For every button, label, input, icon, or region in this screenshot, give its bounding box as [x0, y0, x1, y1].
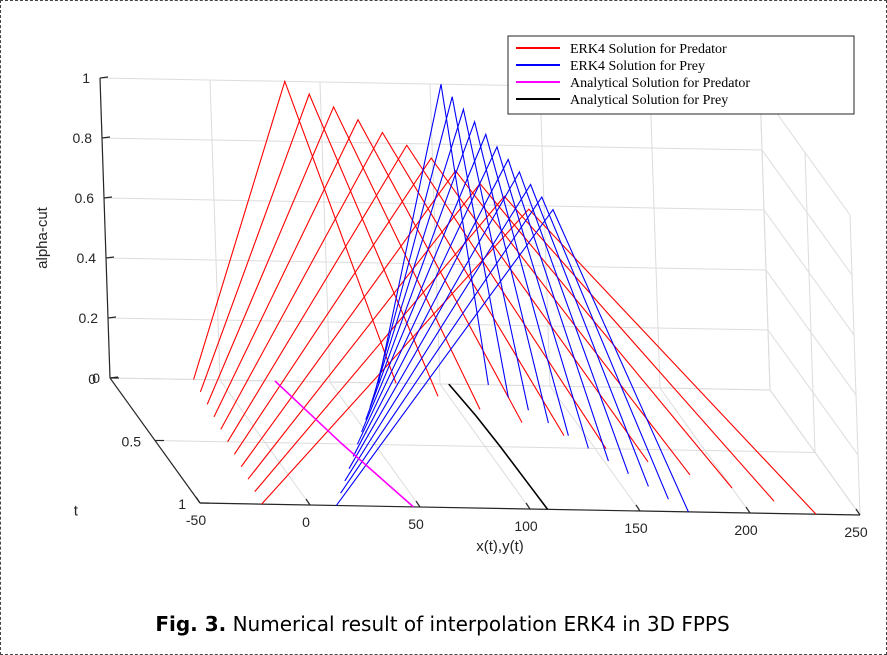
z-tick-label-4: 0.8: [73, 130, 93, 146]
series-0-triangle-4: [220, 131, 565, 436]
grid-side-t-1: [804, 152, 816, 453]
x-tick-5: [745, 506, 751, 514]
z-tick-4: [101, 136, 111, 139]
series-1-triangle-2: [369, 107, 529, 411]
legend-entry-0: ERK4 Solution for Predator: [570, 42, 727, 57]
x-tick-label-5: 200: [734, 522, 758, 538]
t-tick-label-2: 1: [178, 496, 186, 512]
x-tick-label-6: 250: [844, 524, 868, 540]
series-1-triangle-7: [348, 170, 629, 474]
series-lines: [193, 79, 817, 515]
series-0-triangle-7: [240, 169, 691, 476]
series-1: [335, 84, 689, 513]
series-0-triangle-9: [254, 195, 775, 502]
series-2: [274, 380, 414, 508]
grid-back-x-3: [429, 83, 441, 385]
x-axis-label: x(t),y(t): [476, 538, 523, 555]
z-tick-1: [107, 316, 117, 319]
series-1-triangle-9: [340, 195, 669, 500]
grid-back-x-2: [319, 81, 331, 383]
series-0-triangle-8: [247, 182, 733, 489]
series-0-triangle-1: [199, 92, 439, 397]
x-tick-label-4: 150: [624, 520, 648, 536]
grid-floor-t-0: [109, 377, 771, 391]
series-1-triangle-0: [377, 84, 489, 385]
z-tick-3: [103, 196, 113, 199]
grid-side-t-2: [849, 214, 861, 516]
caption-text: Numerical result of interpolation ERK4 i…: [232, 612, 730, 636]
series-1-triangle-6: [352, 158, 609, 462]
legend-box: [507, 35, 855, 115]
t-tick-label-0: 0: [88, 371, 96, 387]
figure-caption: Fig. 3. Numerical result of interpolatio…: [0, 604, 885, 653]
grid-back-z-4: [101, 137, 763, 151]
series-3-line: [448, 383, 549, 510]
legend-entry-2: Analytical Solution for Predator: [570, 76, 750, 91]
z-tick-5: [99, 76, 109, 79]
legend-entry-3: Analytical Solution for Prey: [570, 93, 728, 108]
series-1-triangle-5: [356, 145, 589, 449]
series-1-triangle-1: [373, 96, 509, 398]
grid-back-x-5: [649, 87, 661, 389]
grid-back-x-4: [539, 85, 551, 387]
axes: [99, 76, 861, 516]
x-tick-3: [525, 502, 531, 510]
z-tick-label-1: 0.2: [79, 310, 99, 326]
x-tick-6: [855, 508, 861, 516]
grid-lines: [99, 77, 861, 516]
series-0-triangle-0: [193, 79, 397, 384]
t-axis-label: t: [74, 503, 79, 520]
series-1-triangle-3: [365, 119, 549, 424]
x-tick-label-1: 0: [302, 514, 310, 530]
x-tick-label-0: -50: [186, 512, 206, 528]
x-tick-1: [305, 498, 311, 506]
series-2-line: [274, 380, 414, 508]
grid-floor-t-1: [154, 440, 816, 453]
series-1-triangle-4: [361, 132, 569, 436]
caption-label: Fig. 3.: [155, 612, 227, 636]
series-1-triangle-8: [344, 183, 649, 487]
z-axis-line: [99, 77, 111, 379]
x-tick-2: [415, 500, 421, 508]
z-axis-label: alpha-cut: [34, 206, 51, 269]
grid-side-t-0: [759, 89, 771, 391]
z-tick-label-5: 1: [82, 70, 90, 86]
series-0-triangle-10: [261, 208, 817, 515]
series-0-triangle-3: [213, 118, 523, 423]
x-tick-label-3: 100: [514, 518, 538, 534]
z-tick-label-2: 0.4: [77, 250, 97, 266]
series-0: [193, 79, 817, 515]
legend-entry-1: ERK4 Solution for Prey: [570, 59, 705, 74]
series-3: [448, 383, 549, 510]
z-tick-label-3: 0.6: [75, 190, 95, 206]
legend: ERK4 Solution for Predator ERK4 Solution …: [507, 35, 855, 115]
x-tick-label-2: 50: [408, 516, 424, 532]
z-tick-2: [105, 256, 115, 259]
series-1-triangle-10: [335, 208, 689, 513]
grid-back-z-1: [107, 317, 769, 331]
series-0-triangle-2: [206, 105, 481, 410]
x-tick-4: [635, 504, 641, 512]
series-0-triangle-6: [233, 157, 649, 463]
series-0-triangle-5: [227, 144, 607, 450]
t-tick-label-1: 0.5: [122, 434, 142, 450]
z-tick-label-0: 0: [92, 370, 100, 386]
grid-back-x-1: [209, 79, 221, 381]
x-tick-0: [195, 496, 201, 504]
